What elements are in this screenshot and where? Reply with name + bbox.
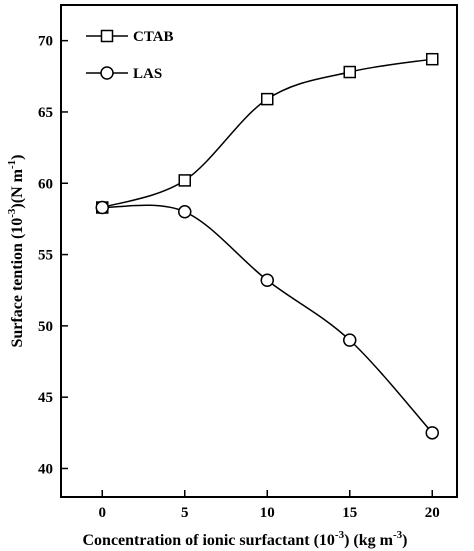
las-data-point — [425, 426, 439, 440]
las-legend-marker — [100, 66, 114, 80]
las-data-point — [260, 273, 274, 287]
y-tick-label: 45 — [38, 390, 53, 406]
x-tick-label: 10 — [260, 505, 275, 521]
y-axis-ticks: 40 45 50 55 60 65 70 — [38, 34, 68, 477]
ctab-data-point — [178, 174, 191, 187]
las-legend-label: LAS — [133, 66, 162, 82]
x-tick-label: 5 — [181, 505, 189, 521]
y-tick-label: 65 — [38, 105, 53, 121]
x-tick-label: 0 — [99, 505, 107, 521]
ctab-data-point — [261, 92, 274, 106]
las-data-point — [95, 200, 109, 215]
y-tick-label: 50 — [38, 319, 53, 335]
ctab-legend-marker — [100, 29, 114, 43]
series-layer — [95, 52, 439, 440]
ctab-data-point — [343, 65, 356, 79]
y-tick-label: 55 — [38, 248, 53, 264]
las-data-point — [343, 333, 357, 347]
y-tick-label: 40 — [38, 461, 53, 477]
las-data-point — [178, 205, 192, 219]
x-axis-label: Concentration of ionic surfactant (10-3)… — [83, 529, 408, 549]
x-tick-label: 15 — [342, 505, 357, 521]
plot-frame — [60, 4, 458, 498]
y-axis-label: Surface tention (10-3)(N m-1) — [6, 155, 26, 348]
las-series-line — [102, 204, 433, 434]
y-tick-label: 70 — [38, 34, 53, 50]
legend: CTAB LAS — [86, 29, 174, 82]
x-axis-ticks: 0 5 10 15 20 — [99, 490, 440, 521]
x-tick-label: 20 — [425, 505, 440, 521]
ctab-data-point — [426, 52, 439, 66]
ctab-legend-label: CTAB — [133, 29, 174, 45]
y-tick-label: 60 — [38, 176, 53, 192]
